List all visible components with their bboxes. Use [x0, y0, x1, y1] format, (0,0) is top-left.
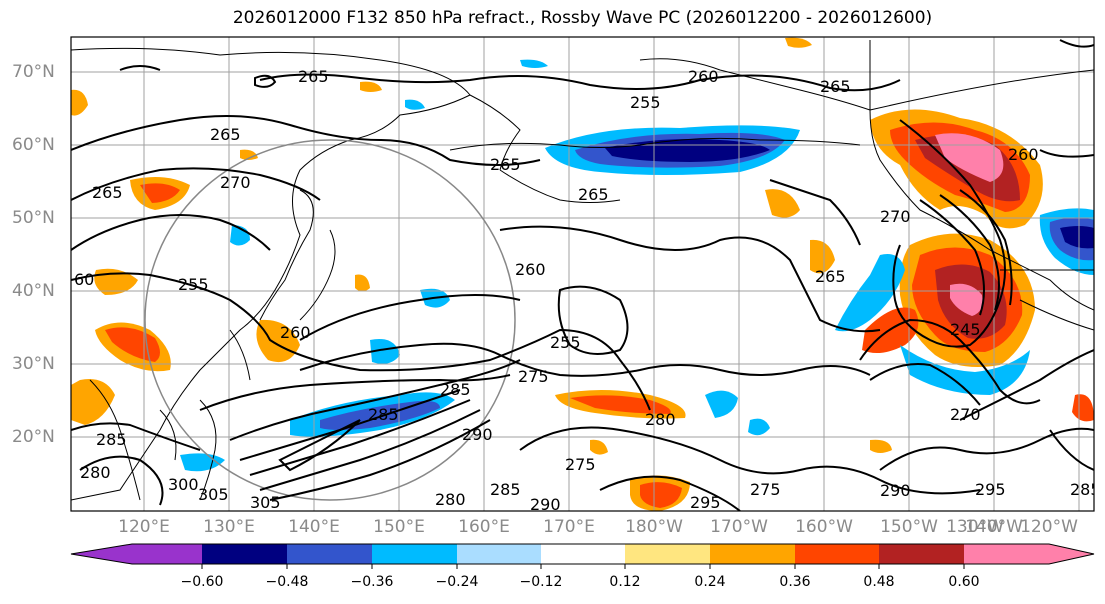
lon-label-150w: 150°W: [880, 517, 938, 537]
contour-label: 290: [880, 481, 911, 500]
colorbar-tick: −0.36: [350, 574, 394, 590]
map-plot-area: 265 265 260 265 255 270 265 265 260 255 …: [71, 37, 1101, 514]
contour-label: 275: [565, 455, 596, 474]
contour-label: 270: [950, 405, 981, 424]
colorbar-upper-extend: [1049, 544, 1094, 564]
lon-label-170e: 170°E: [543, 517, 595, 537]
contour-label: 280: [645, 410, 676, 429]
lon-label-140w: 140°W: [965, 517, 1023, 537]
refractivity-contours: [71, 39, 1094, 511]
contour-label: 265: [815, 267, 846, 286]
contour-label: 260: [280, 323, 311, 342]
rossby-wave-circle: [144, 139, 516, 501]
contour-label: 290: [462, 425, 493, 444]
contour-label: 285: [440, 380, 471, 399]
contour-label: 245: [950, 320, 981, 339]
contour-label: 305: [198, 485, 229, 504]
contour-label: 265: [298, 67, 329, 86]
contour-label: 255: [630, 93, 661, 112]
coastlines: [71, 40, 1094, 501]
contour-label: 260: [515, 260, 546, 279]
colorbar-tick: −0.60: [180, 574, 224, 590]
colorbar-tick: 0.60: [948, 574, 980, 590]
contour-label: 300: [168, 475, 199, 494]
contour-label: 305: [250, 493, 281, 512]
lat-label-70n: 70°N: [12, 62, 55, 82]
lon-label-130w: 130°W: [946, 517, 1004, 537]
contour-label: 295: [690, 493, 721, 512]
colorbar-tick: 0.24: [694, 574, 726, 590]
contour-label: 285: [1070, 480, 1101, 499]
contour-label: 285: [490, 480, 521, 499]
contour-label: 265: [820, 77, 851, 96]
contour-label: 265: [210, 125, 241, 144]
colorbar-tick: −0.12: [519, 574, 563, 590]
contour-label: 295: [975, 480, 1006, 499]
contour-label: 280: [435, 490, 466, 509]
contour-label: 60: [74, 270, 94, 289]
lat-label-60n: 60°N: [12, 135, 55, 155]
colorbar-tick: −0.48: [265, 574, 309, 590]
colorbar-tick: 0.48: [863, 574, 895, 590]
contour-label: 265: [490, 155, 521, 174]
lon-label-170w: 170°W: [710, 517, 768, 537]
contour-label: 280: [80, 463, 111, 482]
lon-label-150e: 150°E: [373, 517, 425, 537]
lon-label-180w: 180°W: [625, 517, 683, 537]
colorbar-lower-extend: [71, 544, 132, 564]
contour-label: 265: [92, 183, 123, 202]
contour-label: 285: [368, 405, 399, 424]
contour-label: 275: [750, 480, 781, 499]
shaded-anomaly-field: [71, 37, 1094, 511]
contour-label: 275: [518, 367, 549, 386]
lon-label-140e: 140°E: [288, 517, 340, 537]
contour-label: 270: [880, 207, 911, 226]
lat-label-50n: 50°N: [12, 208, 55, 228]
lat-label-30n: 30°N: [12, 354, 55, 374]
lon-label-160e: 160°E: [458, 517, 510, 537]
colorbar-tick: 0.12: [609, 574, 641, 590]
contour-label: 260: [1008, 145, 1039, 164]
colorbar: [70, 543, 1095, 569]
lon-label-120e: 120°E: [118, 517, 170, 537]
lat-label-40n: 40°N: [12, 281, 55, 301]
contour-label: 265: [578, 185, 609, 204]
contour-label: 270: [220, 173, 251, 192]
contour-labels: 265 265 260 265 255 270 265 265 260 255 …: [74, 67, 1101, 514]
lat-label-20n: 20°N: [12, 427, 55, 447]
contour-label: 260: [688, 67, 719, 86]
contour-label: 290: [530, 495, 561, 514]
contour-label: 255: [178, 275, 209, 294]
contour-label: 255: [550, 333, 581, 352]
map-title: 2026012000 F132 850 hPa refract., Rossby…: [232, 8, 933, 28]
lon-label-160w: 160°W: [795, 517, 853, 537]
colorbar-tick: −0.24: [435, 574, 479, 590]
lon-label-120w: 120°W: [1020, 517, 1078, 537]
map-frame: [70, 36, 1095, 512]
contour-label: 285: [96, 430, 127, 449]
colorbar-tick: 0.36: [779, 574, 811, 590]
lon-label-130e: 130°E: [203, 517, 255, 537]
